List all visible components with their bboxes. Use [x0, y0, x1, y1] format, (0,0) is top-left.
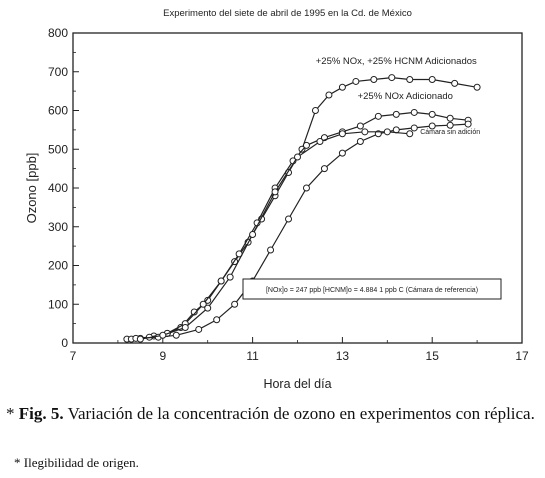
series-2-point [446, 114, 454, 122]
series-1-point [406, 76, 414, 83]
x-tick-label: 17 [515, 349, 529, 363]
x-tick-label: 7 [70, 349, 77, 363]
series-3-point [464, 120, 472, 128]
y-tick-label: 0 [61, 336, 68, 350]
y-tick-label: 200 [48, 259, 68, 273]
y-axis-label: Ozono [ppb] [24, 153, 39, 224]
series-1-point [298, 145, 306, 153]
series-line-1 [126, 76, 478, 340]
caption-marker: * [6, 404, 15, 423]
annotation-text: [NOx]o = 247 ppb [HCNM]o = 4.884 1 ppb C… [266, 287, 478, 294]
series-4-point [361, 128, 369, 136]
series-2-point [199, 300, 207, 308]
series-2-point [356, 122, 364, 130]
series-line-4 [140, 131, 410, 340]
x-tick-label: 13 [336, 349, 350, 363]
series-3-point [172, 331, 180, 339]
y-tick-label: 400 [48, 181, 68, 195]
series-4-point [226, 273, 234, 281]
series-1-point [325, 91, 333, 99]
series-1-point [338, 83, 346, 91]
series-3-point [213, 316, 221, 324]
series-2-point [392, 110, 400, 118]
series-4-point [159, 331, 167, 339]
x-tick-label: 11 [246, 349, 259, 363]
series-3-point [428, 122, 436, 130]
series-3-point [338, 149, 346, 157]
y-tick-label: 100 [48, 297, 68, 311]
series-1-point [370, 76, 378, 83]
series-label-3: Cámara sin adición [420, 129, 480, 136]
series-2-point [374, 112, 382, 120]
y-tick-label: 500 [48, 142, 68, 156]
series-4-point [338, 130, 346, 138]
ozone-chart: Experimento del siete de abril de 1995 e… [24, 8, 529, 391]
series-3-point [410, 124, 418, 132]
x-axis-label: Hora del día [263, 377, 331, 391]
y-tick-label: 600 [48, 104, 68, 118]
series-3-point [446, 121, 454, 129]
chart-title: Experimento del siete de abril de 1995 e… [163, 8, 412, 19]
series-3-point [285, 215, 293, 223]
series-1-point [451, 79, 459, 87]
series-3-point [302, 184, 310, 192]
series-1-point [352, 77, 360, 85]
x-tick-label: 9 [159, 349, 166, 363]
series-4-point [316, 138, 324, 145]
series-3-point [195, 325, 203, 333]
series-label-2: +25% NOx Adicionado [358, 91, 453, 102]
series-2-point [302, 141, 310, 149]
series-4-point [249, 231, 257, 238]
series-3-point [320, 165, 328, 173]
caption-text: Variación de la concentración de ozono e… [67, 404, 535, 423]
y-tick-label: 700 [48, 65, 68, 79]
x-tick-label: 15 [426, 349, 440, 363]
series-1-point [428, 76, 436, 83]
series-3-point [267, 246, 275, 254]
series-4-point [271, 188, 279, 196]
series-3-point [356, 138, 364, 145]
figure-caption: * Fig. 5. Variación de la concentración … [6, 403, 542, 424]
annotation-box [242, 278, 502, 300]
series-1-point [204, 296, 212, 304]
series-line-2 [131, 111, 469, 340]
series-line-3 [135, 123, 469, 339]
series-2-point [217, 277, 225, 285]
series-label-1: +25% NOx, +25% HCNM Adicionados [316, 56, 477, 67]
series-4-point [406, 130, 414, 138]
series-4-point [181, 324, 189, 331]
y-tick-label: 300 [48, 220, 68, 234]
series-4-point [294, 153, 301, 161]
series-1-point [473, 83, 481, 91]
series-4-point [383, 128, 391, 136]
series-3-point [231, 300, 239, 308]
series-1-point [311, 107, 319, 114]
series-2-point [428, 110, 436, 118]
caption-fig-label: Fig. 5. [18, 404, 64, 423]
series-2-point [410, 108, 418, 116]
series-1-point [190, 308, 198, 316]
y-tick-label: 800 [48, 26, 68, 40]
series-4-point [204, 304, 212, 312]
footnote: * Ilegibilidad de origen. [14, 455, 139, 470]
series-1-point [388, 74, 396, 82]
series-4-point [136, 335, 144, 343]
